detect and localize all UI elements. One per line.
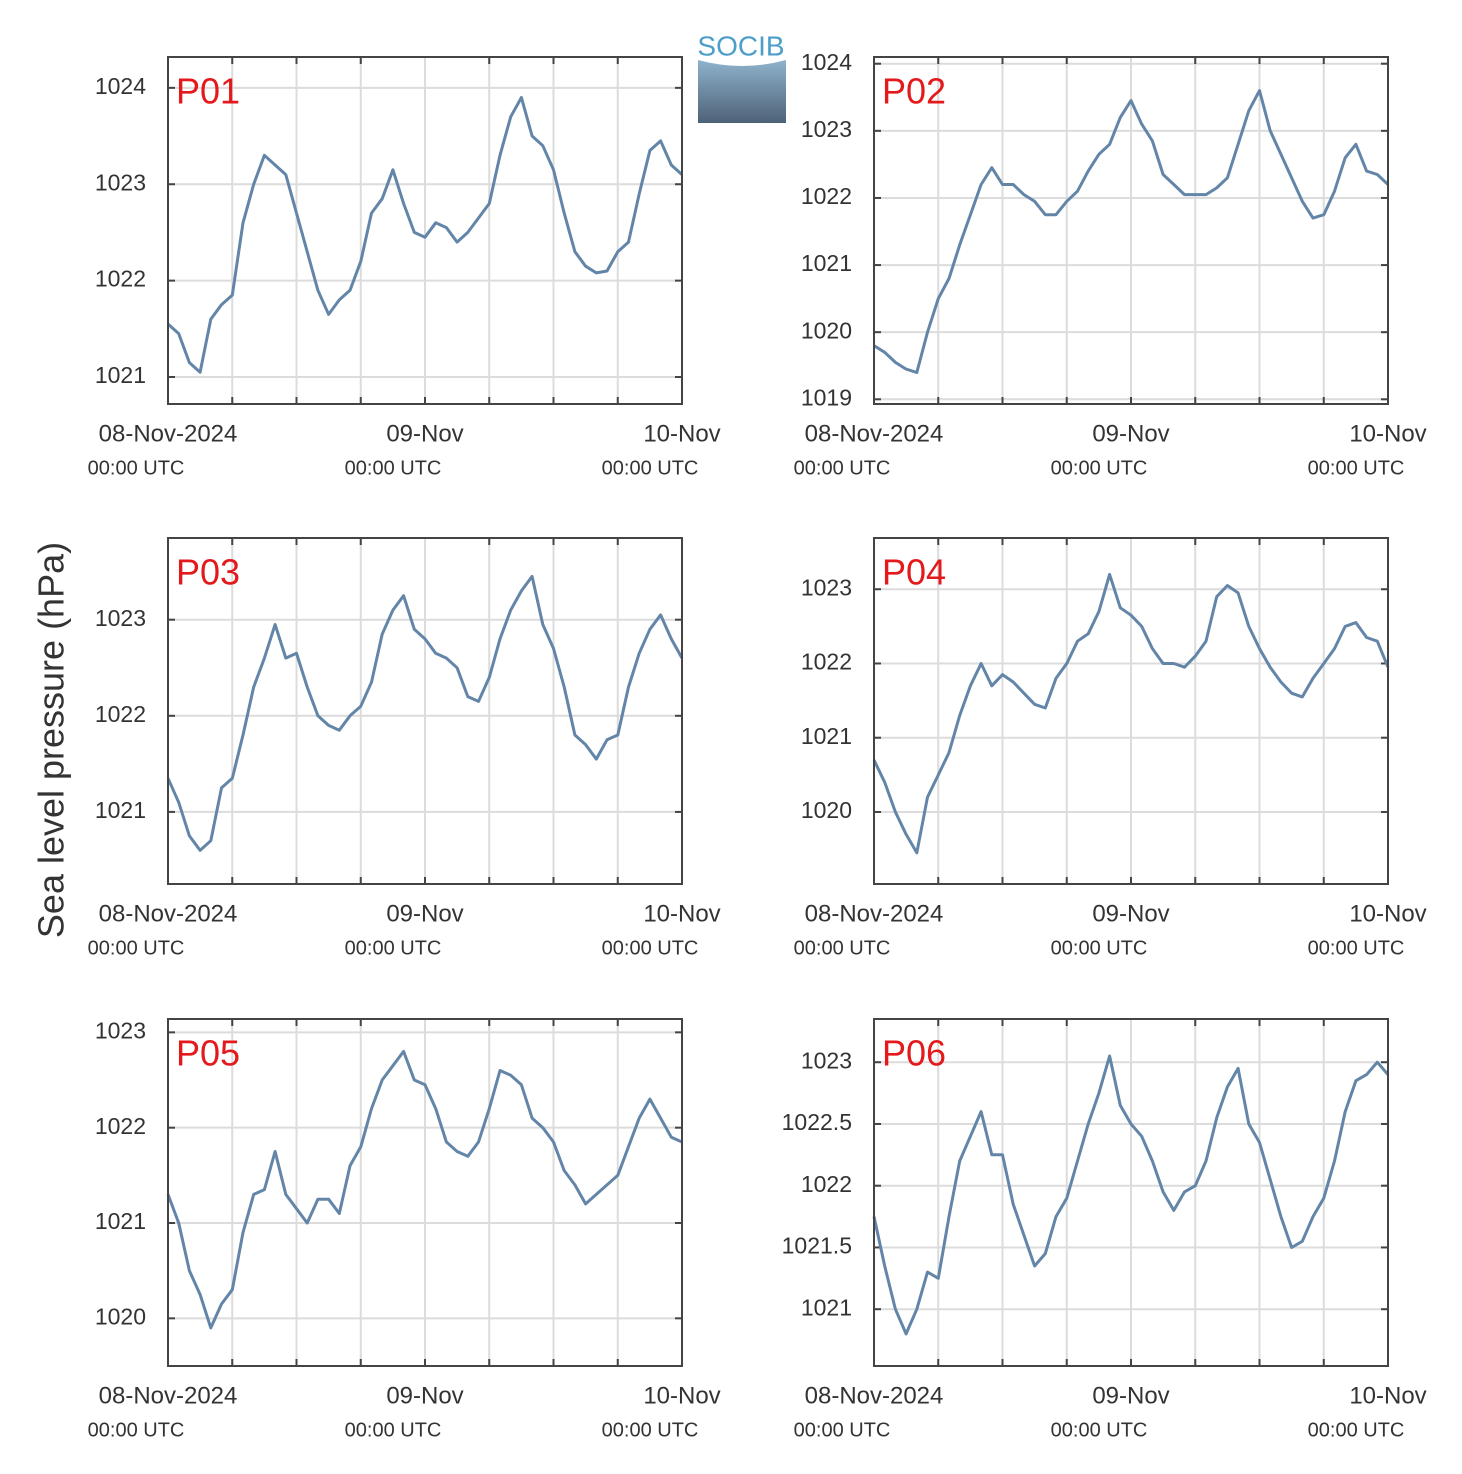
x-tick-sublabel: 00:00 UTC xyxy=(88,937,185,959)
y-tick-label: 1020 xyxy=(801,797,852,823)
subplot-title: P03 xyxy=(176,552,240,593)
x-tick-sublabel: 00:00 UTC xyxy=(88,457,185,479)
y-tick-label: 1022 xyxy=(801,183,852,209)
subplot: 1021 1022 1023 1024 08-Nov-2024 00:00 UTC 09-N… xyxy=(88,56,721,479)
data-line xyxy=(872,572,1390,855)
data-line xyxy=(166,96,684,374)
y-tick-label: 1023 xyxy=(801,574,852,600)
y-tick-label: 1023 xyxy=(801,116,852,142)
y-tick-label: 1022 xyxy=(801,1171,852,1197)
y-tick-label: 1022 xyxy=(95,1113,146,1139)
y-tick-label: 1022 xyxy=(95,701,146,727)
x-tick-label: 08-Nov-2024 xyxy=(805,900,944,927)
x-tick-sublabel: 00:00 UTC xyxy=(345,937,442,959)
subplot: 1020 1021 1022 1023 08-Nov-2024 00:00 UTC 09-N… xyxy=(794,537,1427,959)
x-tick-label: 10-Nov xyxy=(1349,420,1426,447)
x-tick-label: 08-Nov-2024 xyxy=(99,900,238,927)
x-tick-label: 08-Nov-2024 xyxy=(805,420,944,447)
data-line xyxy=(872,1054,1390,1336)
plot-frame xyxy=(167,56,683,405)
y-tick-label: 1023 xyxy=(95,169,146,195)
subplot-title: P02 xyxy=(882,71,946,112)
y-tick-label: 1020 xyxy=(801,317,852,343)
subplot-title: P04 xyxy=(882,552,946,593)
x-tick-label: 09-Nov xyxy=(386,1382,463,1409)
y-tick-label: 1024 xyxy=(95,73,146,99)
x-tick-sublabel: 00:00 UTC xyxy=(794,937,891,959)
x-tick-sublabel: 00:00 UTC xyxy=(794,457,891,479)
y-tick-label: 1021 xyxy=(801,250,852,276)
plot-frame xyxy=(167,1018,683,1367)
plot-frame xyxy=(873,537,1389,885)
subplot-title: P05 xyxy=(176,1033,240,1074)
x-tick-label: 10-Nov xyxy=(643,900,720,927)
y-tick-label: 1023 xyxy=(95,605,146,631)
data-line xyxy=(873,89,1390,374)
plot-frame xyxy=(873,56,1389,405)
x-tick-label: 10-Nov xyxy=(1349,900,1426,927)
logo: SOCIB xyxy=(697,30,786,123)
subplot: 1020 1021 1022 1023 08-Nov-2024 00:00 UTC 09-N… xyxy=(88,1017,721,1441)
y-tick-label: 1022.5 xyxy=(782,1109,852,1135)
y-tick-label: 1021 xyxy=(95,797,146,823)
data-line xyxy=(166,574,684,852)
x-tick-label: 09-Nov xyxy=(1092,420,1169,447)
x-tick-sublabel: 00:00 UTC xyxy=(602,937,699,959)
x-tick-sublabel: 00:00 UTC xyxy=(345,457,442,479)
y-tick-label: 1023 xyxy=(801,1047,852,1073)
x-tick-sublabel: 00:00 UTC xyxy=(1051,1419,1148,1441)
x-tick-label: 08-Nov-2024 xyxy=(99,1382,238,1409)
subplot-title: P06 xyxy=(882,1033,946,1074)
y-tick-label: 1021 xyxy=(801,723,852,749)
x-tick-sublabel: 00:00 UTC xyxy=(1308,1419,1405,1441)
x-tick-sublabel: 00:00 UTC xyxy=(602,1419,699,1441)
y-tick-label: 1024 xyxy=(801,49,852,75)
y-tick-label: 1019 xyxy=(801,384,852,410)
y-tick-label: 1021 xyxy=(801,1294,852,1320)
x-tick-sublabel: 00:00 UTC xyxy=(1308,457,1405,479)
x-tick-label: 09-Nov xyxy=(386,420,463,447)
logo-shape xyxy=(698,60,786,123)
x-tick-label: 09-Nov xyxy=(1092,900,1169,927)
subplot: 1021 1021.5 1022 1022.5 1023 08-Nov-2024 00:00… xyxy=(782,1018,1427,1441)
x-tick-label: 09-Nov xyxy=(1092,1382,1169,1409)
x-tick-label: 10-Nov xyxy=(643,1382,720,1409)
x-tick-sublabel: 00:00 UTC xyxy=(794,1419,891,1441)
x-tick-sublabel: 00:00 UTC xyxy=(1051,457,1148,479)
data-line xyxy=(166,1049,683,1330)
x-tick-label: 10-Nov xyxy=(1349,1382,1426,1409)
y-tick-label: 1022 xyxy=(95,266,146,292)
y-tick-label: 1021 xyxy=(95,1208,146,1234)
plot-frame xyxy=(167,537,683,885)
x-tick-label: 10-Nov xyxy=(643,420,720,447)
y-tick-label: 1021.5 xyxy=(782,1233,852,1259)
x-tick-sublabel: 00:00 UTC xyxy=(1308,937,1405,959)
x-tick-label: 09-Nov xyxy=(386,900,463,927)
x-tick-label: 08-Nov-2024 xyxy=(99,420,238,447)
y-tick-label: 1021 xyxy=(95,362,146,388)
y-tick-label: 1020 xyxy=(95,1303,146,1329)
logo-text: SOCIB xyxy=(697,30,784,61)
y-axis-label: Sea level pressure (hPa) xyxy=(31,542,72,938)
subplot-title: P01 xyxy=(176,71,240,112)
x-tick-sublabel: 00:00 UTC xyxy=(1051,937,1148,959)
subplot: 1021 1022 1023 08-Nov-2024 00:00 UTC 09-Nov 00… xyxy=(88,537,721,959)
y-tick-label: 1022 xyxy=(801,649,852,675)
x-tick-label: 08-Nov-2024 xyxy=(805,1382,944,1409)
x-tick-sublabel: 00:00 UTC xyxy=(345,1419,442,1441)
x-tick-sublabel: 00:00 UTC xyxy=(88,1419,185,1441)
y-tick-label: 1023 xyxy=(95,1017,146,1043)
x-tick-sublabel: 00:00 UTC xyxy=(602,457,699,479)
subplot: 1019 1020 1021 1022 1023 1024 08-Nov-2024 00:00… xyxy=(794,49,1427,479)
plot-frame xyxy=(873,1018,1389,1367)
